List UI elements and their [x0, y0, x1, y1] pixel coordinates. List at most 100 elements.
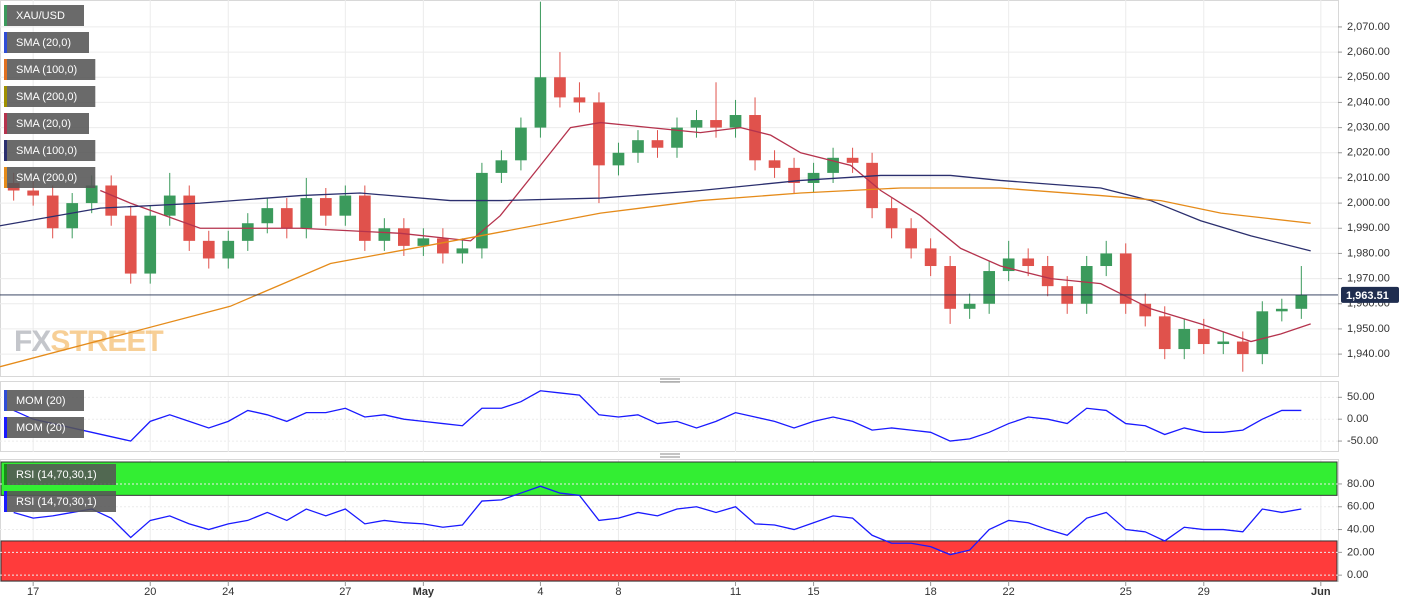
y-tick-label: 20.00: [1347, 546, 1375, 558]
candle-body: [554, 77, 566, 98]
candle-body: [690, 120, 703, 128]
candle-body: [1041, 266, 1054, 287]
candle-body: [437, 238, 449, 254]
x-tick-label: 20: [144, 586, 156, 598]
candle-body: [241, 223, 254, 241]
candle-body: [729, 115, 742, 128]
candle-body: [1256, 311, 1269, 355]
legend-swatch: [4, 167, 7, 188]
legend-item[interactable]: SMA (100,0): [4, 59, 96, 80]
candle-body: [807, 172, 820, 183]
legend-item[interactable]: SMA (20,0): [4, 113, 89, 134]
y-tick-label: 2,070.00: [1347, 21, 1390, 33]
x-tick-label: 8: [615, 586, 621, 598]
x-tick-label: 24: [222, 586, 234, 598]
watermark-street: STREET: [50, 325, 163, 358]
candle-body: [515, 127, 527, 161]
x-tick-label: 15: [807, 586, 819, 598]
y-tick-label: 2,060.00: [1347, 46, 1390, 58]
candle-body: [85, 185, 98, 204]
y-tick-label: 80.00: [1347, 478, 1375, 490]
pane-handle[interactable]: [660, 453, 680, 458]
legend-item[interactable]: RSI (14,70,30,1): [4, 491, 116, 512]
y-tick-label: 50.00: [1347, 391, 1375, 403]
candle-body: [66, 203, 79, 229]
candle-body: [944, 266, 956, 309]
sma-line: [100, 121, 1311, 343]
candle-body: [222, 240, 235, 259]
legend-box: [4, 167, 96, 188]
legend-swatch: [4, 5, 7, 26]
candle-body: [1022, 258, 1035, 267]
legend-label: SMA (20,0): [16, 37, 71, 49]
y-tick-label: 1,940.00: [1347, 348, 1390, 360]
legend-swatch: [4, 32, 7, 53]
legend-item[interactable]: XAU/USD: [4, 5, 84, 26]
legend-swatch: [4, 390, 7, 411]
candle-body: [1295, 294, 1308, 309]
legend-label: SMA (200,0): [16, 172, 77, 184]
candle-body: [1100, 253, 1113, 267]
candle-body: [1119, 253, 1132, 304]
legend-box: [4, 32, 89, 53]
candle-body: [593, 102, 605, 166]
watermark-fx: FX: [14, 325, 51, 358]
legend-item[interactable]: SMA (20,0): [4, 32, 89, 53]
overbought-band: [0, 461, 1338, 496]
sma-line: [0, 187, 1311, 368]
legend-item[interactable]: RSI (14,70,30,1): [4, 464, 116, 485]
x-tick-label: 22: [1003, 586, 1015, 598]
legend-box: [4, 417, 84, 438]
candle-body: [1275, 308, 1288, 312]
candle-body: [612, 152, 625, 166]
x-tick-label: 17: [27, 586, 39, 598]
legend-item[interactable]: SMA (100,0): [4, 140, 96, 161]
candle-body: [319, 198, 332, 216]
candle-body: [339, 195, 352, 216]
candle-body: [495, 160, 508, 173]
legend-box: [4, 59, 96, 80]
candle-body: [456, 248, 469, 254]
candle-body: [983, 271, 996, 304]
candle-body: [827, 157, 839, 173]
candle-body: [124, 215, 137, 274]
legend-box: [4, 390, 84, 411]
legend-swatch: [4, 140, 7, 161]
y-tick-label: 0.00: [1347, 413, 1368, 425]
y-tick-label: 2,000.00: [1347, 197, 1390, 209]
candle-body: [788, 167, 800, 183]
legend-swatch: [4, 491, 7, 512]
legend-item[interactable]: MOM (20): [4, 417, 84, 438]
legend-box: [4, 5, 84, 26]
last-price-box: [1341, 286, 1399, 303]
candle-body: [46, 195, 59, 229]
candle-body: [963, 303, 976, 309]
candle-body: [1236, 341, 1249, 355]
legend-label: MOM (20): [16, 422, 66, 434]
candle-body: [417, 238, 430, 246]
y-tick-label: 2,020.00: [1347, 147, 1390, 159]
pane-handle[interactable]: [660, 378, 680, 383]
y-tick-label: 1,970.00: [1347, 273, 1390, 285]
candle-body: [671, 127, 683, 148]
legend-item[interactable]: SMA (200,0): [4, 167, 96, 188]
candle-body: [632, 140, 644, 153]
legend-item[interactable]: SMA (200,0): [4, 86, 96, 107]
legend-label: SMA (100,0): [16, 145, 77, 157]
candle-body: [476, 172, 488, 249]
y-tick-label: 2,050.00: [1347, 71, 1390, 83]
candle-body: [749, 115, 761, 161]
legend-item[interactable]: MOM (20): [4, 390, 84, 411]
y-tick-label: 1,980.00: [1347, 247, 1390, 259]
y-tick-label: 2,040.00: [1347, 96, 1390, 108]
y-tick-label: -50.00: [1347, 435, 1378, 447]
candle-body: [261, 208, 274, 224]
price-frame: [0, 0, 1339, 377]
candle-body: [885, 208, 898, 229]
x-tick-label: 18: [925, 586, 937, 598]
x-tick-label: 11: [730, 586, 741, 598]
candle-body: [1178, 328, 1191, 350]
sma-line: [0, 174, 1311, 252]
y-tick-label: 1,950.00: [1347, 323, 1390, 335]
